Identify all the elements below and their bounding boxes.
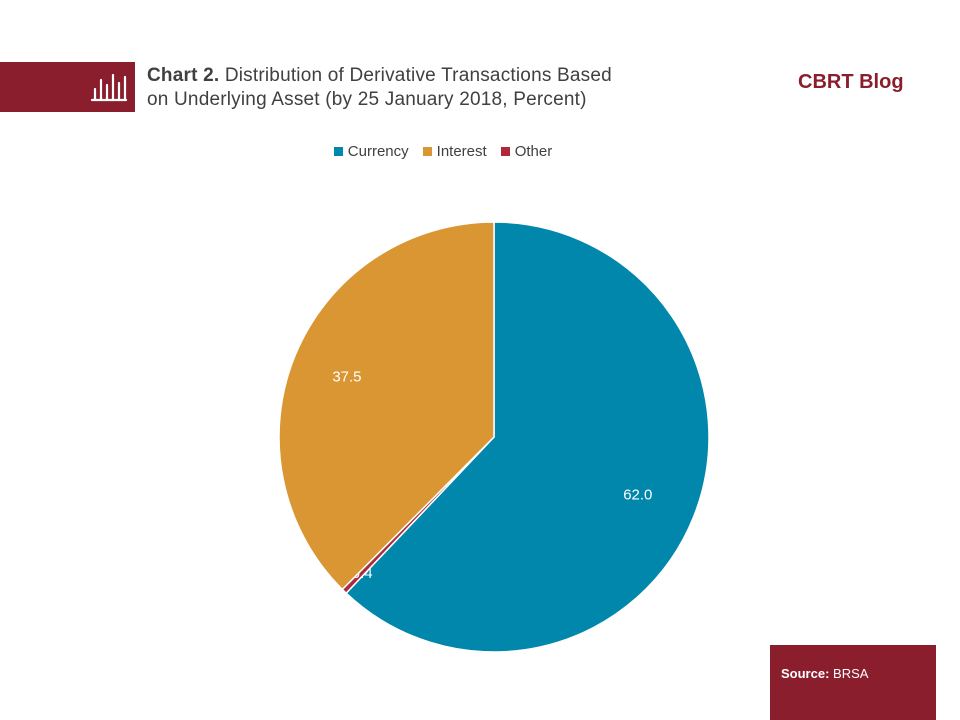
legend-label: Interest [436,143,487,160]
title-band [0,62,135,112]
source-note: Source: BRSA [781,666,868,681]
bar-chart-icon [90,73,128,102]
legend-label: Other [514,143,553,160]
chart-title: Chart 2. Distribution of Derivative Tran… [147,64,707,112]
source-value: BRSA [833,666,869,681]
title-line-2: on Underlying Asset (by 25 January 2018,… [147,89,587,110]
legend-label: Currency [347,143,409,160]
chart-legend: Currency Interest Other [0,143,886,160]
brand-label: CBRT Blog [798,71,904,93]
data-label-currency: 62.0 [623,486,652,503]
title-line-1: Distribution of Derivative Transactions … [224,65,612,86]
pie-slice-currency [345,221,710,653]
chart-number: Chart 2. [147,65,220,86]
data-label-interest: 37.5 [332,368,361,385]
pie-slice-interest [278,221,495,591]
legend-swatch [333,147,343,156]
legend-item-currency: Currency [333,143,409,160]
legend-swatch [422,147,432,156]
legend-swatch [500,147,510,156]
source-box: Source: BRSA [770,645,936,720]
legend-item-other: Other [500,143,553,160]
legend-item-interest: Interest [422,143,487,160]
source-label: Source: [781,666,830,681]
